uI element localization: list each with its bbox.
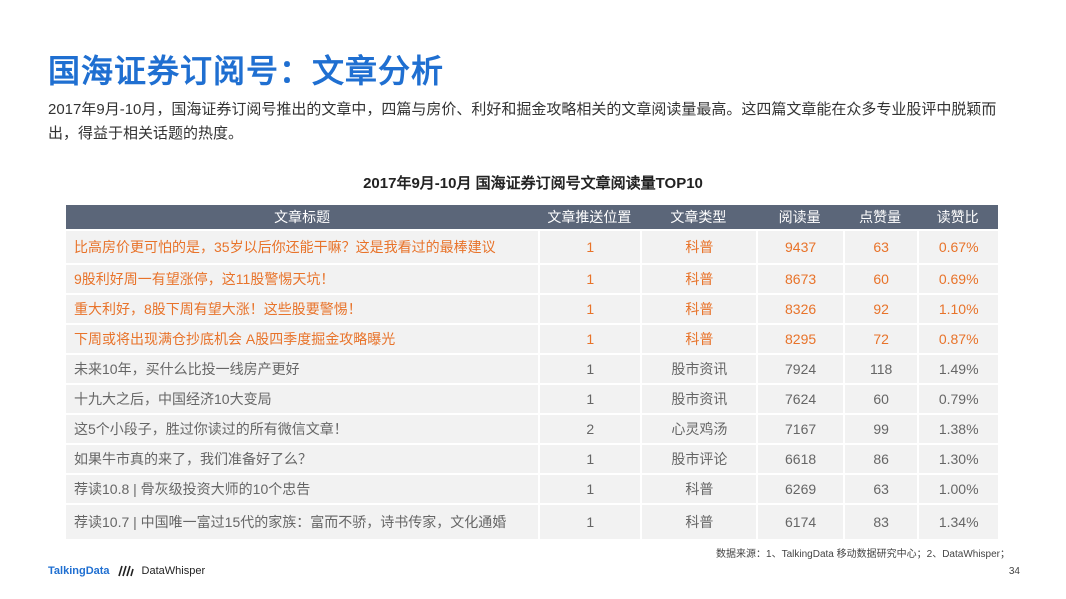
table-row: 十九大之后，中国经济10大变局 1 股市资讯 7624 60 0.79% [66, 385, 998, 413]
cell-reads: 6269 [756, 475, 843, 503]
datawhisper-icon [117, 564, 134, 578]
cell-title: 未来10年，买什么比投一线房产更好 [66, 355, 539, 383]
table-row: 这5个小段子，胜过你读过的所有微信文章！ 2 心灵鸡汤 7167 99 1.38… [66, 415, 998, 443]
cell-likes: 99 [842, 415, 918, 443]
cell-type: 股市评论 [640, 445, 757, 473]
header-position: 文章推送位置 [538, 205, 641, 229]
cell-title: 重大利好，8股下周有望大涨！这些股要警惕！ [66, 295, 539, 323]
table-title: 2017年9月-10月 国海证券订阅号文章阅读量TOP10 [363, 175, 703, 192]
cell-type: 科普 [640, 505, 757, 539]
talkingdata-logo: TalkingData [48, 565, 110, 577]
cell-reads: 7924 [756, 355, 843, 383]
cell-likes: 63 [842, 475, 918, 503]
cell-title: 荐读10.8 | 骨灰级投资大师的10个忠告 [66, 475, 539, 503]
cell-title: 这5个小段子，胜过你读过的所有微信文章！ [66, 415, 539, 443]
cell-likes: 118 [842, 355, 918, 383]
cell-position: 1 [538, 445, 641, 473]
table-row: 荐读10.8 | 骨灰级投资大师的10个忠告 1 科普 6269 63 1.00… [66, 475, 998, 503]
cell-ratio: 0.79% [917, 385, 998, 413]
table-row: 9股利好周一有望涨停，这11股警惕天坑！ 1 科普 8673 60 0.69% [66, 265, 998, 293]
cell-type: 股市资讯 [640, 385, 757, 413]
header-title: 文章标题 [66, 205, 539, 229]
cell-likes: 60 [842, 265, 918, 293]
cell-likes: 83 [842, 505, 918, 539]
cell-ratio: 1.10% [917, 295, 998, 323]
cell-title: 如果牛市真的来了，我们准备好了么？ [66, 445, 539, 473]
cell-likes: 86 [842, 445, 918, 473]
cell-position: 1 [538, 475, 641, 503]
intro-paragraph: 2017年9月-10月，国海证券订阅号推出的文章中，四篇与房价、利好和掘金攻略相… [48, 101, 997, 142]
cell-reads: 6618 [756, 445, 843, 473]
cell-title: 荐读10.7 | 中国唯一富过15代的家族：富而不骄，诗书传家，文化通婚 [66, 505, 539, 539]
cell-ratio: 1.00% [917, 475, 998, 503]
cell-title: 比高房价更可怕的是，35岁以后你还能干嘛？这是我看过的最棒建议 [66, 231, 539, 263]
cell-position: 1 [538, 385, 641, 413]
cell-title: 下周或将出现满仓抄底机会 A股四季度掘金攻略曝光 [66, 325, 539, 353]
datawhisper-logo: DataWhisper [141, 565, 206, 577]
cell-reads: 9437 [756, 231, 843, 263]
table-row: 未来10年，买什么比投一线房产更好 1 股市资讯 7924 118 1.49% [66, 355, 998, 383]
table-row: 比高房价更可怕的是，35岁以后你还能干嘛？这是我看过的最棒建议 1 科普 943… [66, 231, 998, 263]
page-title: 国海证券订阅号：文章分析 [48, 53, 445, 89]
cell-type: 科普 [640, 295, 757, 323]
cell-ratio: 0.87% [917, 325, 998, 353]
cell-reads: 8673 [756, 265, 843, 293]
cell-position: 1 [538, 265, 641, 293]
cell-position: 1 [538, 325, 641, 353]
cell-ratio: 1.30% [917, 445, 998, 473]
cell-title: 十九大之后，中国经济10大变局 [66, 385, 539, 413]
table-row: 荐读10.7 | 中国唯一富过15代的家族：富而不骄，诗书传家，文化通婚 1 科… [66, 505, 998, 539]
table-header-row: 文章标题 文章推送位置 文章类型 阅读量 点赞量 读赞比 [66, 205, 998, 229]
header-likes: 点赞量 [842, 205, 918, 229]
cell-likes: 72 [842, 325, 918, 353]
header-reads: 阅读量 [756, 205, 843, 229]
cell-ratio: 1.49% [917, 355, 998, 383]
header-ratio: 读赞比 [917, 205, 998, 229]
cell-likes: 60 [842, 385, 918, 413]
footer-logos: TalkingData DataWhisper [48, 564, 205, 578]
cell-reads: 8326 [756, 295, 843, 323]
cell-type: 科普 [640, 475, 757, 503]
data-source-note: 数据来源：1、TalkingData 移动数据研究中心；2、DataWhispe… [716, 549, 1010, 560]
table-row: 重大利好，8股下周有望大涨！这些股要警惕！ 1 科普 8326 92 1.10% [66, 295, 998, 323]
cell-reads: 7624 [756, 385, 843, 413]
cell-type: 心灵鸡汤 [640, 415, 757, 443]
cell-type: 科普 [640, 265, 757, 293]
cell-position: 1 [538, 295, 641, 323]
cell-likes: 63 [842, 231, 918, 263]
cell-position: 1 [538, 231, 641, 263]
table-row: 如果牛市真的来了，我们准备好了么？ 1 股市评论 6618 86 1.30% [66, 445, 998, 473]
cell-ratio: 0.67% [917, 231, 998, 263]
cell-position: 1 [538, 355, 641, 383]
cell-reads: 7167 [756, 415, 843, 443]
cell-reads: 8295 [756, 325, 843, 353]
cell-position: 2 [538, 415, 641, 443]
cell-likes: 92 [842, 295, 918, 323]
cell-title: 9股利好周一有望涨停，这11股警惕天坑！ [66, 265, 539, 293]
cell-type: 科普 [640, 325, 757, 353]
cell-ratio: 1.34% [917, 505, 998, 539]
top10-table: 文章标题 文章推送位置 文章类型 阅读量 点赞量 读赞比 比高房价更可怕的是，3… [66, 203, 998, 541]
page-number: 34 [1008, 566, 1020, 577]
cell-type: 科普 [640, 231, 757, 263]
cell-ratio: 1.38% [917, 415, 998, 443]
cell-type: 股市资讯 [640, 355, 757, 383]
table-row: 下周或将出现满仓抄底机会 A股四季度掘金攻略曝光 1 科普 8295 72 0.… [66, 325, 998, 353]
cell-position: 1 [538, 505, 641, 539]
cell-reads: 6174 [756, 505, 843, 539]
cell-ratio: 0.69% [917, 265, 998, 293]
header-type: 文章类型 [640, 205, 757, 229]
